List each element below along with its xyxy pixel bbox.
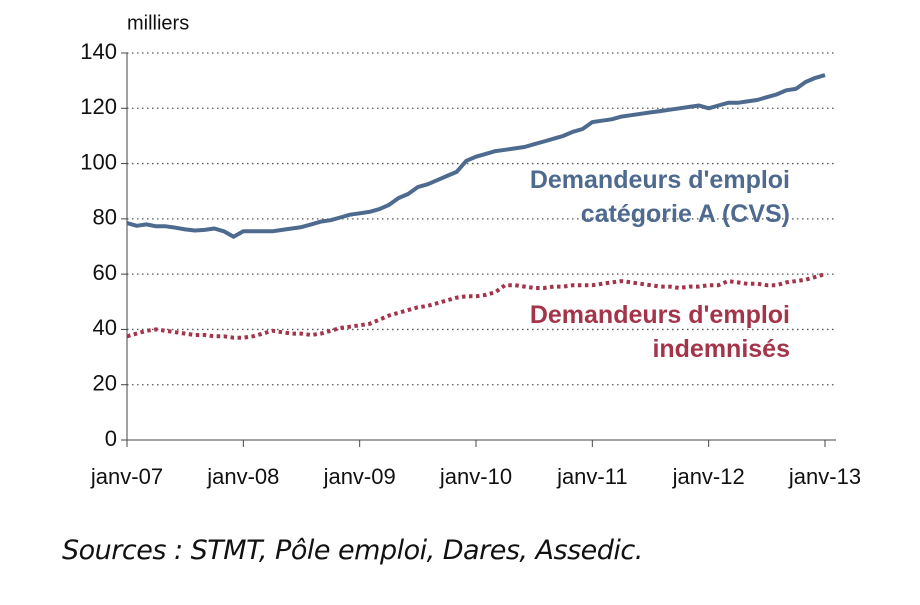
x-tick-label: janv-11 xyxy=(556,464,628,489)
y-tick-label: 140 xyxy=(80,39,117,64)
x-tick-label: janv-13 xyxy=(788,464,861,489)
series-label: Demandeurs d'emploi catégorie A (CVS) xyxy=(529,166,790,228)
y-tick-label: 120 xyxy=(80,94,117,119)
x-tick-label: janv-12 xyxy=(672,464,745,489)
y-tick-label: 60 xyxy=(93,260,117,285)
x-tick-label: janv-07 xyxy=(90,464,163,489)
y-axis-label: milliers xyxy=(127,12,189,34)
x-tick-label: janv-09 xyxy=(323,464,396,489)
y-tick-label: 80 xyxy=(93,205,117,230)
y-tick-label: 40 xyxy=(93,315,117,340)
y-tick-label: 20 xyxy=(93,371,117,396)
x-tick-label: janv-08 xyxy=(206,464,279,489)
series-label: Demandeurs d'emploi indemnisés xyxy=(529,301,790,363)
y-tick-label: 100 xyxy=(80,149,117,174)
source: Sources : STMT, Pôle emploi, Dares, Asse… xyxy=(62,535,643,566)
series-line xyxy=(126,272,826,340)
series-line xyxy=(126,73,826,239)
y-tick-label: 0 xyxy=(105,426,117,451)
x-tick-label: janv-10 xyxy=(439,464,512,489)
